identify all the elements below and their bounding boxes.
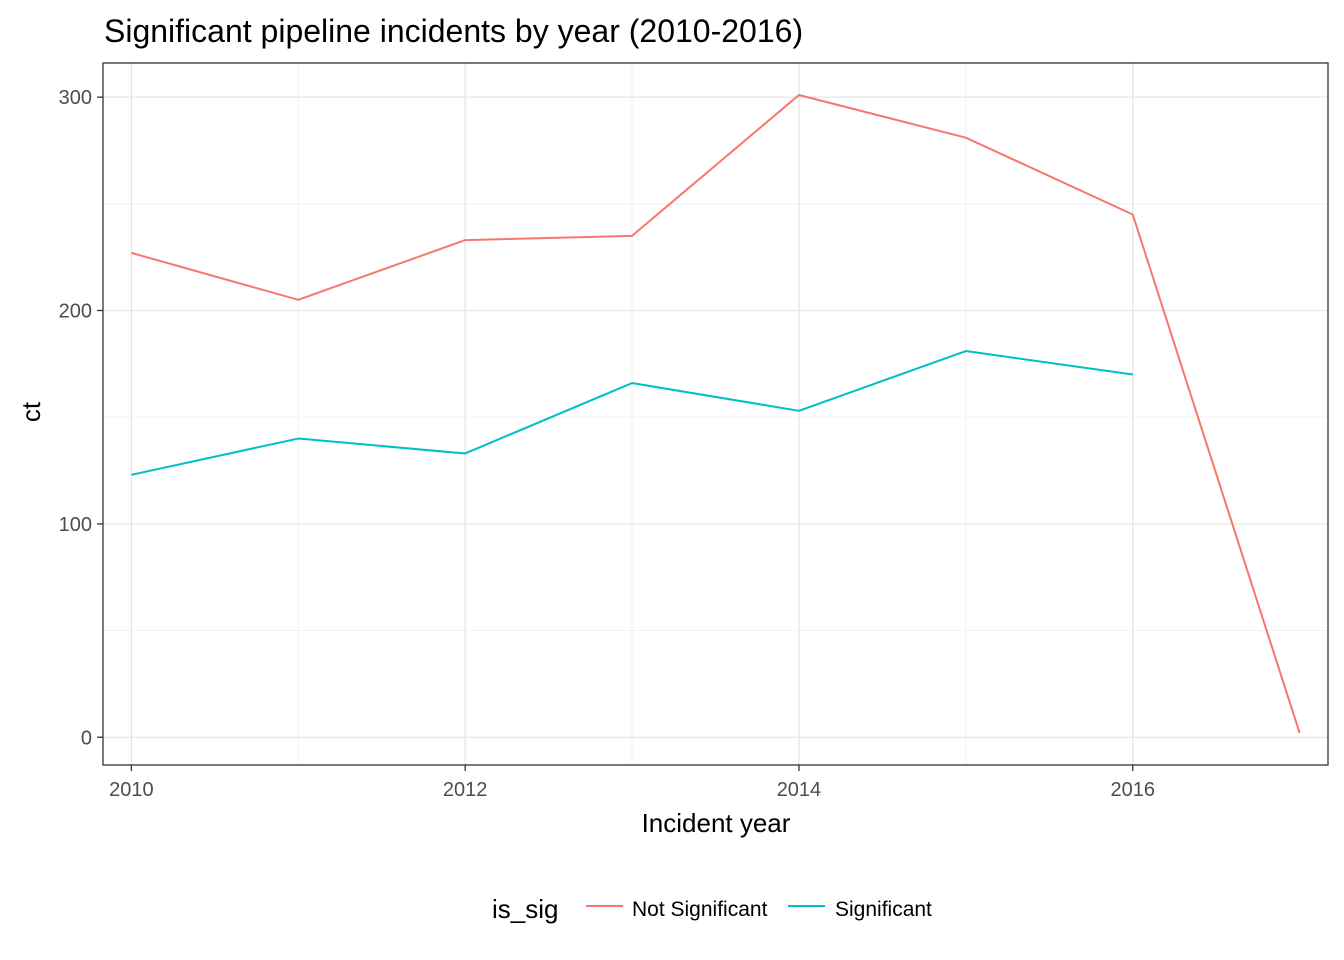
x-tick-label: 2010 — [109, 779, 154, 801]
plot-panel-border — [102, 62, 1329, 766]
legend: is_sig Not Significant Significant — [492, 894, 932, 924]
y-tick-label: 100 — [59, 514, 92, 536]
y-axis-title: ct — [16, 401, 46, 422]
x-axis-ticks: 2010 2012 2014 2016 — [109, 765, 1155, 801]
series-line-0 — [131, 94, 1301, 734]
major-gridlines — [103, 63, 1328, 765]
x-tick-label: 2014 — [777, 779, 822, 801]
legend-label-0: Not Significant — [632, 898, 768, 921]
x-tick-label: 2012 — [443, 779, 488, 801]
y-tick-label: 300 — [59, 87, 92, 109]
x-axis-title: Incident year — [642, 808, 791, 838]
y-tick-label: 0 — [81, 727, 92, 749]
x-tick-label: 2016 — [1110, 779, 1155, 801]
y-axis-ticks: 0 100 200 300 — [59, 87, 103, 749]
y-tick-label: 200 — [59, 301, 92, 323]
series-lines — [131, 94, 1301, 734]
plot-panel-background — [103, 63, 1328, 765]
legend-title: is_sig — [492, 894, 558, 924]
legend-label-1: Significant — [835, 898, 932, 921]
minor-gridlines — [103, 63, 1328, 765]
chart-title: Significant pipeline incidents by year (… — [104, 13, 803, 49]
series-line-1 — [131, 350, 1133, 476]
